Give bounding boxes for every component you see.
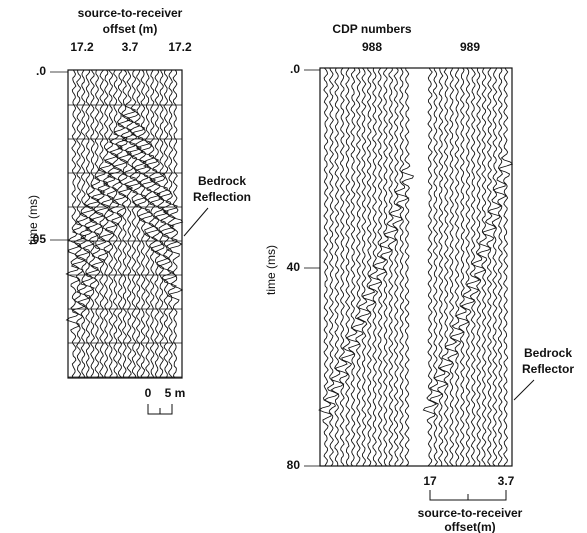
offset-label: 17.2: [168, 40, 192, 54]
trace: [121, 69, 136, 379]
trace: [422, 67, 438, 467]
trace: [162, 69, 178, 379]
trace: [438, 67, 454, 467]
trace: [106, 69, 123, 379]
trace: [65, 69, 82, 379]
trace: [149, 69, 165, 379]
trace: [70, 70, 87, 379]
trace: [111, 69, 129, 379]
trace: [88, 69, 106, 379]
trace: [323, 67, 340, 467]
trace: [499, 67, 514, 467]
offset-label: 17.2: [70, 40, 94, 54]
left-title: source-to-receiver: [78, 6, 183, 20]
trace: [117, 69, 134, 379]
trace: [372, 67, 387, 467]
trace: [454, 67, 470, 467]
trace: [125, 69, 143, 379]
time-label: .05: [29, 232, 46, 246]
right-title: CDP numbers: [332, 22, 411, 36]
scale-label: 0: [145, 386, 152, 400]
trace: [432, 68, 449, 467]
annotation: Reflector: [522, 362, 574, 376]
trace: [460, 67, 475, 467]
time-label: .0: [36, 64, 46, 78]
trace: [487, 67, 503, 467]
trace: [97, 69, 115, 379]
trace: [345, 67, 361, 467]
panel-frame: [67, 69, 183, 379]
trace: [356, 67, 372, 467]
trace: [492, 67, 508, 467]
trace: [444, 67, 458, 467]
time-label: .0: [290, 62, 300, 76]
trace: [482, 67, 497, 467]
arrow: [513, 379, 535, 401]
arrow: [183, 207, 209, 237]
trace: [476, 67, 492, 467]
bottom-label: offset(m): [444, 520, 495, 533]
trace: [335, 67, 349, 467]
trace: [318, 67, 332, 467]
trace: [470, 67, 487, 467]
trace: [143, 69, 161, 379]
trace: [135, 69, 151, 379]
left-title: offset (m): [103, 22, 158, 36]
bottom-label: source-to-receiver: [418, 506, 523, 520]
trace: [341, 67, 355, 467]
offset-label: 3.7: [122, 40, 139, 54]
scale-label: 5 m: [165, 386, 186, 400]
offset-bracket: [429, 490, 507, 501]
annotation: Bedrock: [198, 174, 246, 188]
trace: [166, 69, 184, 379]
time-label: 40: [287, 260, 301, 274]
trace: [153, 69, 170, 379]
trace: [330, 67, 345, 467]
axis-label: time (ms): [26, 195, 40, 245]
panel-frame: [319, 67, 513, 467]
cdp-label: 989: [460, 40, 480, 54]
axis-label: time (ms): [264, 245, 278, 295]
trace: [79, 69, 95, 379]
trace: [350, 67, 366, 467]
trace: [383, 67, 398, 467]
seismic-traces: [50, 67, 514, 467]
trace: [466, 67, 481, 467]
trace: [428, 67, 444, 467]
cdp-label: 988: [362, 40, 382, 54]
trace: [362, 67, 377, 467]
trace: [394, 67, 410, 467]
trace: [76, 69, 91, 379]
trace: [139, 69, 157, 379]
annotation: Bedrock: [524, 346, 572, 360]
trace: [102, 69, 120, 379]
annotation: Reflection: [193, 190, 251, 204]
trace: [379, 67, 394, 467]
trace: [130, 69, 148, 379]
time-label: 80: [287, 458, 301, 472]
trace: [388, 67, 403, 467]
trace: [400, 67, 415, 467]
trace: [450, 67, 465, 467]
offset-label: 17: [423, 474, 437, 488]
trace: [93, 69, 110, 379]
scale-bar: [147, 404, 173, 415]
offset-label: 3.7: [498, 474, 515, 488]
